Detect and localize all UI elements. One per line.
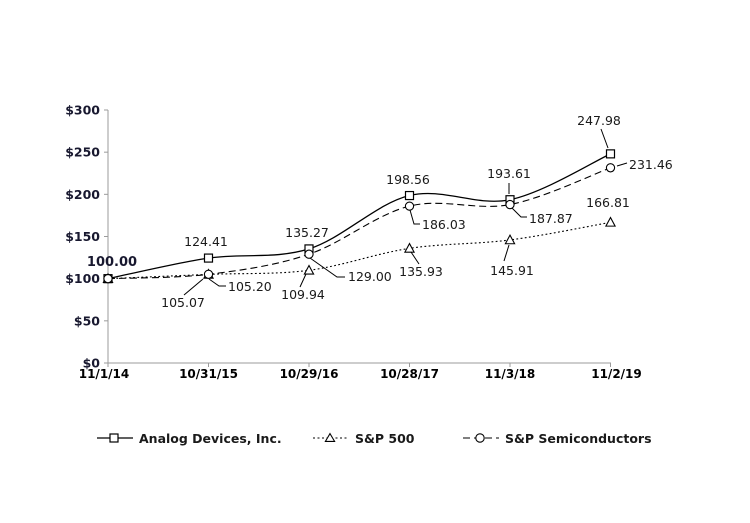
data-point-marker-s-p-semiconductors [404, 201, 415, 211]
data-label-analog-devices-inc: 135.27 [285, 225, 329, 240]
data-label-leader-line [600, 128, 609, 149]
series-line-s-p-500 [107, 221, 611, 280]
x-axis-tick-label: 11/2/19 [591, 367, 642, 381]
data-point-marker-s-p-500 [504, 233, 516, 245]
data-point-marker-s-p-semiconductors [103, 274, 113, 284]
data-point-marker-analog-devices-inc [404, 190, 415, 201]
data-point-marker-analog-devices-inc [203, 253, 214, 263]
y-axis-tick-label: $200 [65, 187, 100, 202]
data-label-s-p-500: 145.91 [490, 263, 534, 278]
legend-item-sp-semiconductors: S&P Semiconductors [463, 430, 652, 446]
series-line-analog-devices-inc [107, 153, 611, 280]
y-axis-tick-label: $50 [74, 313, 100, 328]
data-label-leader-line [410, 251, 420, 265]
legend-dashed-line-circle-marker-icon [463, 433, 499, 443]
data-point-marker-s-p-semiconductors [605, 163, 616, 173]
data-label-leader-line [503, 244, 510, 262]
data-label-leader-line [409, 209, 420, 225]
y-axis-tick-label: $150 [65, 229, 100, 244]
data-label-s-p-500: 109.94 [281, 287, 325, 302]
x-axis-tick-label: 11/1/14 [79, 367, 130, 381]
legend-label-sp-semiconductors: S&P Semiconductors [505, 430, 652, 446]
data-label-leader-line [616, 162, 628, 167]
data-label-s-p-500: 105.07 [161, 295, 205, 310]
y-axis-tick-label: $300 [65, 103, 100, 118]
data-label-s-p-semiconductors: 129.00 [348, 269, 392, 284]
x-axis-tick-label: 10/29/16 [280, 367, 339, 381]
y-axis-tick-label: $100 [65, 271, 100, 286]
data-label-s-p-500: 135.93 [399, 264, 443, 279]
y-axis-tick-label: $0 [83, 356, 101, 371]
legend-solid-line-square-marker-icon [97, 433, 133, 443]
data-label-analog-devices-inc: 247.98 [577, 113, 621, 128]
data-label-analog-devices-inc: 100.00 [87, 255, 137, 270]
data-label-analog-devices-inc: 193.61 [487, 166, 531, 181]
data-label-analog-devices-inc: 124.41 [184, 234, 228, 249]
legend-label-sp500: S&P 500 [355, 430, 415, 446]
legend-item-analog-devices: Analog Devices, Inc. [97, 430, 282, 446]
x-axis-tick-label: 10/28/17 [380, 367, 439, 381]
legend-label-analog-devices: Analog Devices, Inc. [139, 430, 282, 446]
data-label-s-p-semiconductors: 187.87 [529, 211, 573, 226]
x-axis-tick-label: 11/3/18 [485, 367, 536, 381]
data-label-s-p-500: 166.81 [586, 195, 630, 210]
data-label-s-p-semiconductors: 186.03 [422, 217, 466, 232]
legend: Analog Devices, Inc. S&P 500 S&P Semicon… [0, 430, 750, 450]
data-label-s-p-semiconductors: 105.20 [228, 279, 272, 294]
data-label-analog-devices-inc: 198.56 [386, 172, 430, 187]
data-label-leader-line [511, 207, 527, 218]
data-label-leader-line [309, 257, 345, 278]
data-point-marker-s-p-semiconductors [505, 199, 515, 210]
data-point-marker-s-p-500 [604, 216, 617, 227]
data-point-marker-analog-devices-inc [605, 149, 616, 159]
legend-item-sp500: S&P 500 [313, 430, 415, 446]
data-label-leader-line [299, 273, 307, 288]
data-label-s-p-semiconductors: 231.46 [629, 157, 673, 172]
y-axis-tick-label: $250 [65, 145, 100, 160]
data-label-leader-line [183, 278, 204, 296]
legend-dotted-line-triangle-marker-icon [313, 432, 349, 442]
data-point-marker-s-p-500 [303, 264, 315, 275]
data-point-marker-s-p-semiconductors [203, 269, 214, 279]
data-label-leader-line [208, 278, 226, 287]
data-point-marker-s-p-semiconductors [304, 249, 314, 259]
series-line-s-p-semiconductors [107, 167, 611, 280]
x-axis-tick-label: 10/31/15 [179, 367, 238, 381]
data-point-marker-s-p-500 [403, 242, 416, 253]
